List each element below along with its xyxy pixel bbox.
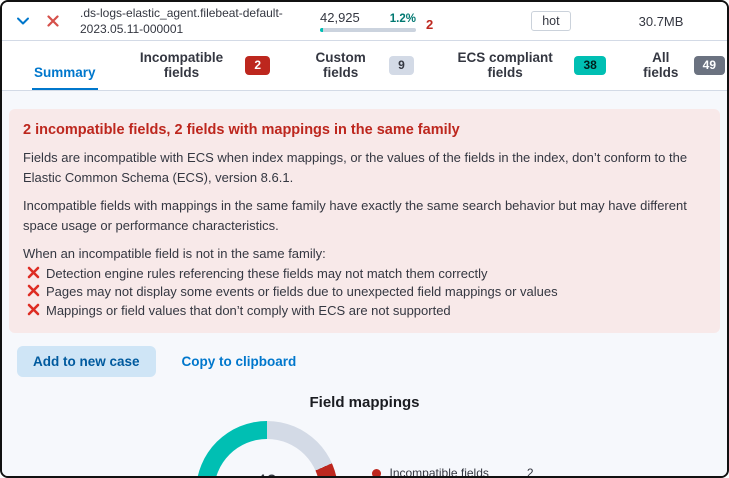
red-x-icon <box>27 266 40 278</box>
incompatible-count: 2 <box>426 16 434 32</box>
tab-incompatible-fields[interactable]: Incompatible fields 2 <box>124 41 273 90</box>
tab-custom-label: Custom fields <box>315 50 366 80</box>
tab-incompatible-label: Incompatible fields <box>139 50 224 80</box>
callout-bullet: Pages may not display some events or fie… <box>27 283 706 301</box>
ilm-phase-badge: hot <box>531 11 571 31</box>
actions-row: Add to new case Copy to clipboard <box>17 346 720 378</box>
callout-paragraph-2: Incompatible fields with mappings in the… <box>23 198 687 233</box>
field-mappings-chart: 49 Fields Incompatible fields 2 Custom f… <box>9 421 720 476</box>
index-size: 30.7MB <box>638 13 684 29</box>
red-x-icon <box>27 284 40 297</box>
donut-chart[interactable]: 49 Fields <box>195 421 338 476</box>
docs-count: 42,925 <box>320 10 360 25</box>
index-name: .ds-logs-elastic_agent.filebeat-default-… <box>80 5 283 36</box>
tab-all-fields[interactable]: All fields 49 <box>634 41 727 90</box>
callout-bullet: Detection engine rules referencing these… <box>27 265 706 283</box>
donut-center: 49 Fields <box>213 439 320 476</box>
bullet-text: Mappings or field values that don’t comp… <box>46 302 451 318</box>
custom-fields-badge: 9 <box>389 55 414 75</box>
tab-ecs-compliant-fields[interactable]: ECS compliant fields 38 <box>442 41 608 90</box>
expand-chevron-icon[interactable] <box>14 12 32 30</box>
red-x-icon <box>27 303 40 315</box>
docs-progress-bar <box>320 28 416 32</box>
chart-legend: Incompatible fields 2 Custom fields 9 EC… <box>371 466 534 476</box>
ecs-compliant-fields-badge: 38 <box>574 55 606 75</box>
legend-label: Incompatible fields <box>389 466 489 476</box>
chart-title: Field mappings <box>309 394 420 412</box>
header-divider <box>2 40 727 41</box>
legend-value: 2 <box>526 466 534 476</box>
tab-all-label: All fields <box>643 50 679 80</box>
docs-percent: 1.2% <box>389 13 416 25</box>
incompatible-fields-callout: 2 incompatible fields, 2 fields with map… <box>9 109 720 334</box>
bullet-text: Pages may not display some events or fie… <box>46 284 558 300</box>
incompatible-fields-badge: 2 <box>245 55 271 75</box>
legend-dot-incompatible <box>371 468 381 476</box>
legend-item-incompatible[interactable]: Incompatible fields 2 <box>371 466 534 476</box>
add-to-new-case-button[interactable]: Add to new case <box>17 346 156 378</box>
tab-custom-fields[interactable]: Custom fields 9 <box>298 41 416 90</box>
copy-to-clipboard-link[interactable]: Copy to clipboard <box>181 354 297 370</box>
docs-cell: 42,925 1.2% <box>320 10 416 32</box>
callout-title: 2 incompatible fields, 2 fields with map… <box>23 122 460 138</box>
donut-center-value: 49 <box>256 472 277 476</box>
callout-paragraph-1: Fields are incompatible with ECS when in… <box>23 150 688 185</box>
tabs-divider <box>2 90 727 91</box>
tab-bar: Summary Incompatible fields 2 Custom fie… <box>2 41 727 90</box>
all-fields-badge: 49 <box>693 55 725 75</box>
summary-tab-content: 2 incompatible fields, 2 fields with map… <box>2 91 727 476</box>
callout-bullet: Mappings or field values that don’t comp… <box>27 302 706 320</box>
tab-ecs-label: ECS compliant fields <box>457 50 553 80</box>
index-header-row: .ds-logs-elastic_agent.filebeat-default-… <box>2 2 727 40</box>
callout-list-intro: When an incompatible field is not in the… <box>23 246 326 261</box>
bullet-text: Detection engine rules referencing these… <box>46 265 488 281</box>
tab-summary[interactable]: Summary <box>32 56 98 90</box>
tab-summary-label: Summary <box>34 65 96 80</box>
incompatible-x-icon[interactable] <box>44 12 62 30</box>
